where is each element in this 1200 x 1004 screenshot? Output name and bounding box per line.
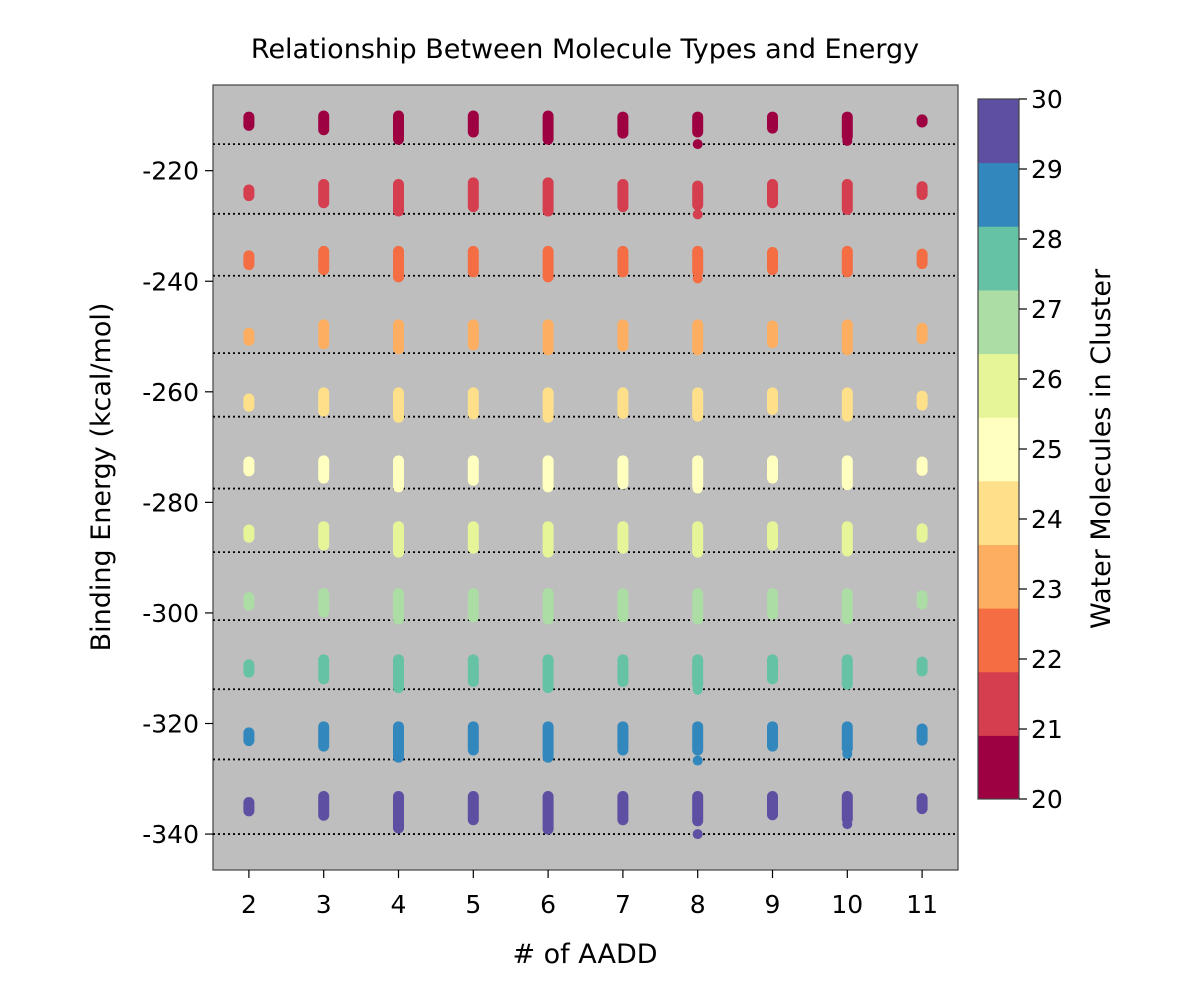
data-point	[692, 483, 703, 494]
colorbar-tick-label: 30	[1031, 85, 1063, 114]
y-tick-label: -340	[142, 820, 199, 849]
x-tick-label: 4	[391, 890, 407, 919]
colorbar-segment	[978, 289, 1019, 355]
colorbar-segment	[978, 162, 1019, 227]
data-point	[692, 209, 703, 220]
x-tick-label: 10	[831, 890, 863, 919]
colorbar-tick-label: 22	[1031, 645, 1063, 674]
colorbar-tick-label: 21	[1031, 715, 1063, 744]
data-point	[842, 748, 853, 759]
y-tick-label: -320	[142, 710, 199, 739]
data-points	[243, 110, 928, 840]
colorbar-segment	[978, 544, 1019, 609]
data-point	[692, 273, 703, 284]
y-tick-label: -220	[142, 157, 199, 186]
colorbar-segment	[978, 417, 1019, 482]
x-tick-label: 8	[690, 890, 706, 919]
data-point	[692, 755, 703, 766]
colorbar-segment	[978, 99, 1019, 164]
colorbar-tick-label: 28	[1031, 225, 1063, 254]
colorbar-tick-label: 25	[1031, 435, 1063, 464]
x-tick-label: 2	[241, 890, 257, 919]
reference-lines	[213, 143, 958, 835]
x-tick-label: 9	[765, 890, 781, 919]
x-tick-label: 7	[615, 890, 631, 919]
colorbar-tick-label: 23	[1031, 575, 1063, 604]
colorbar-label: Water Molecules in Cluster	[1086, 268, 1117, 629]
colorbar-segment	[978, 608, 1019, 673]
x-tick-label: 3	[316, 890, 332, 919]
data-point	[692, 684, 703, 695]
colorbar-segment	[978, 353, 1019, 418]
data-point	[692, 139, 703, 150]
colorbar-tick-label: 29	[1031, 155, 1063, 184]
colorbar-segment	[978, 671, 1019, 736]
x-tick-label: 11	[906, 890, 938, 919]
y-tick-label: -260	[142, 378, 199, 407]
colorbar-tick-label: 20	[1031, 785, 1063, 814]
colorbar-segment	[978, 480, 1019, 545]
y-axis: -340 -320 -300 -280 -260 -240 -220	[142, 157, 213, 849]
colorbar-segment	[978, 226, 1019, 291]
plot-area	[212, 84, 959, 871]
y-tick-label: -280	[142, 488, 199, 517]
x-tick-label: 5	[465, 890, 481, 919]
colorbar-tick-label: 24	[1031, 505, 1063, 534]
colorbar-segment	[978, 735, 1019, 800]
data-point	[842, 135, 853, 146]
data-point	[692, 829, 703, 840]
y-tick-label: -300	[142, 599, 199, 628]
x-axis-label: # of AADD	[512, 939, 657, 970]
colorbar-tick-label: 27	[1031, 295, 1063, 324]
x-tick-label: 6	[540, 890, 556, 919]
x-axis: 2 3 4 5 6 7 8 9 10 11	[241, 870, 938, 919]
y-axis-label: Binding Energy (kcal/mol)	[86, 303, 117, 652]
y-tick-label: -240	[142, 267, 199, 296]
data-point	[842, 819, 853, 830]
chart-title: Relationship Between Molecule Types and …	[251, 34, 919, 65]
colorbar-tick-label: 26	[1031, 365, 1063, 394]
colorbar: 20 21 22 23 24 25 26 27 28 29 30	[977, 85, 1063, 814]
